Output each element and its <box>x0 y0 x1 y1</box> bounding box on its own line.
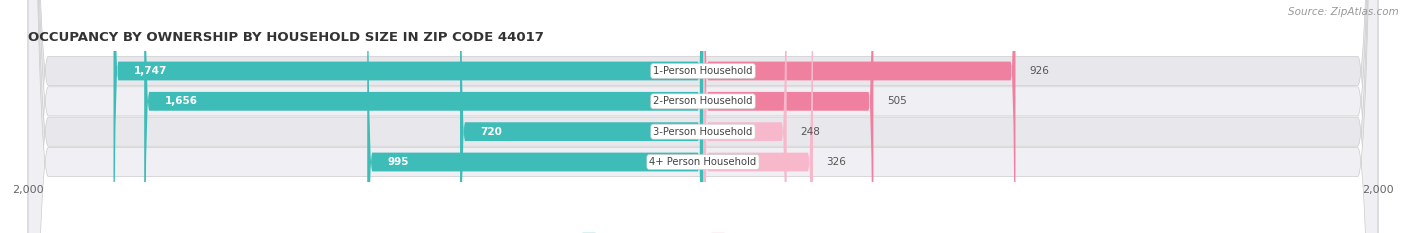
Text: 4+ Person Household: 4+ Person Household <box>650 157 756 167</box>
FancyBboxPatch shape <box>703 0 873 233</box>
FancyBboxPatch shape <box>703 0 787 233</box>
FancyBboxPatch shape <box>460 0 703 233</box>
Text: 926: 926 <box>1029 66 1049 76</box>
Text: 995: 995 <box>388 157 409 167</box>
FancyBboxPatch shape <box>703 0 1015 233</box>
Text: 2-Person Household: 2-Person Household <box>654 96 752 106</box>
FancyBboxPatch shape <box>28 0 1378 233</box>
FancyBboxPatch shape <box>28 0 1378 233</box>
Text: 248: 248 <box>800 127 820 137</box>
Text: 1,747: 1,747 <box>134 66 167 76</box>
Legend: Owner-occupied, Renter-occupied: Owner-occupied, Renter-occupied <box>578 229 828 233</box>
Text: 1-Person Household: 1-Person Household <box>654 66 752 76</box>
Text: 1,656: 1,656 <box>165 96 197 106</box>
Text: 505: 505 <box>887 96 907 106</box>
Text: 3-Person Household: 3-Person Household <box>654 127 752 137</box>
FancyBboxPatch shape <box>145 0 703 233</box>
Text: 326: 326 <box>827 157 846 167</box>
Text: 720: 720 <box>481 127 502 137</box>
FancyBboxPatch shape <box>28 0 1378 233</box>
FancyBboxPatch shape <box>367 0 703 233</box>
FancyBboxPatch shape <box>703 0 813 233</box>
Text: Source: ZipAtlas.com: Source: ZipAtlas.com <box>1288 7 1399 17</box>
FancyBboxPatch shape <box>28 0 1378 233</box>
Text: OCCUPANCY BY OWNERSHIP BY HOUSEHOLD SIZE IN ZIP CODE 44017: OCCUPANCY BY OWNERSHIP BY HOUSEHOLD SIZE… <box>28 31 544 44</box>
FancyBboxPatch shape <box>114 0 703 233</box>
